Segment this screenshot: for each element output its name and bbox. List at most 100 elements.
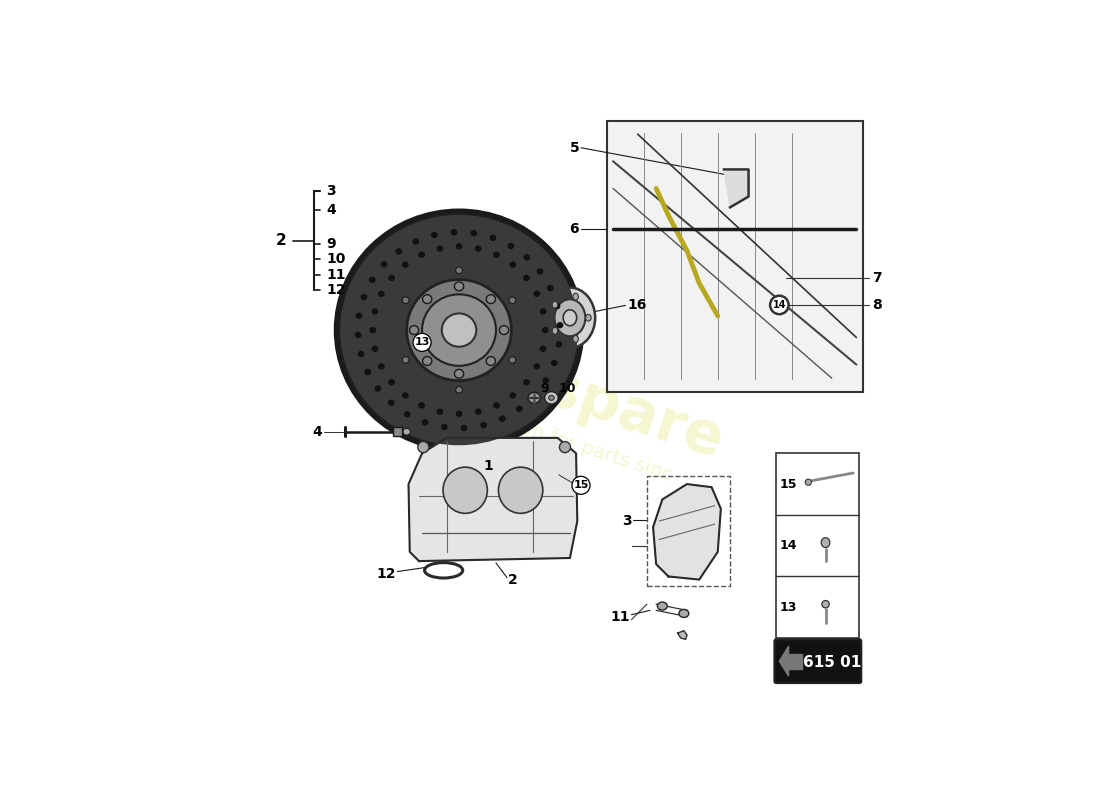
Ellipse shape [378,290,385,297]
Ellipse shape [524,379,530,386]
Ellipse shape [375,386,382,392]
Ellipse shape [422,294,432,303]
Ellipse shape [499,326,508,334]
Polygon shape [408,438,578,561]
Polygon shape [789,654,802,669]
Ellipse shape [534,290,540,297]
Ellipse shape [402,392,408,398]
Ellipse shape [822,538,829,547]
Ellipse shape [418,251,425,258]
Ellipse shape [552,327,558,334]
Ellipse shape [421,419,429,426]
Text: 3: 3 [327,185,337,198]
Bar [607,121,862,392]
Ellipse shape [475,246,482,252]
Ellipse shape [530,393,537,399]
Ellipse shape [451,229,458,235]
Ellipse shape [524,254,530,261]
Ellipse shape [475,409,482,415]
Ellipse shape [573,335,579,342]
Ellipse shape [540,346,547,352]
Ellipse shape [437,246,443,252]
Text: eurospare: eurospare [396,313,732,470]
Ellipse shape [509,297,516,303]
Ellipse shape [409,326,419,334]
Ellipse shape [378,363,385,370]
Text: 615 01: 615 01 [803,655,861,670]
Ellipse shape [412,238,419,245]
Ellipse shape [418,442,429,453]
Ellipse shape [388,379,395,386]
Ellipse shape [403,357,409,363]
Ellipse shape [455,410,462,417]
Ellipse shape [388,274,395,281]
Ellipse shape [805,479,812,486]
Text: 10: 10 [559,382,576,395]
Ellipse shape [524,274,530,281]
Bar [393,427,403,436]
Ellipse shape [404,411,410,418]
Text: 6: 6 [570,222,579,236]
Text: 3: 3 [621,514,631,528]
Ellipse shape [507,242,515,249]
Ellipse shape [358,350,364,357]
Ellipse shape [542,327,549,334]
Ellipse shape [516,406,522,412]
Ellipse shape [585,314,591,321]
Ellipse shape [407,279,512,381]
Text: 9: 9 [327,237,337,251]
Ellipse shape [381,261,387,267]
Ellipse shape [403,428,410,435]
Ellipse shape [573,294,579,300]
Ellipse shape [549,395,554,400]
Text: 11: 11 [610,610,630,623]
Ellipse shape [372,346,378,352]
Ellipse shape [822,601,829,608]
Text: 8: 8 [871,298,881,312]
Text: 11: 11 [327,268,346,282]
Polygon shape [779,646,789,676]
Ellipse shape [490,234,496,241]
Ellipse shape [454,370,464,378]
Ellipse shape [544,287,595,348]
Text: a passion for parts sinc: a passion for parts sinc [453,397,674,485]
Bar [777,454,859,638]
Ellipse shape [455,243,462,250]
Ellipse shape [563,310,576,326]
Ellipse shape [493,402,499,409]
Ellipse shape [557,322,563,328]
Text: 14: 14 [772,300,786,310]
Text: 4: 4 [327,203,337,217]
Ellipse shape [534,363,540,370]
Ellipse shape [528,392,540,403]
Ellipse shape [368,277,376,283]
Ellipse shape [493,251,499,258]
Ellipse shape [340,215,578,446]
Polygon shape [678,630,686,639]
Ellipse shape [551,360,558,366]
Ellipse shape [658,602,668,610]
FancyBboxPatch shape [774,639,861,683]
Ellipse shape [540,308,547,314]
Ellipse shape [443,467,487,514]
Ellipse shape [402,262,408,268]
Text: 2: 2 [508,573,518,586]
Polygon shape [724,170,748,207]
Ellipse shape [542,377,549,383]
Ellipse shape [471,230,477,236]
Ellipse shape [481,422,487,428]
Ellipse shape [355,313,363,319]
Text: 15: 15 [780,478,798,490]
Ellipse shape [422,294,496,366]
Ellipse shape [486,357,495,366]
Text: 16: 16 [627,298,647,313]
Ellipse shape [454,282,464,290]
Ellipse shape [498,467,542,514]
Ellipse shape [547,285,553,291]
Ellipse shape [770,296,789,314]
Text: 2: 2 [276,234,287,248]
Bar [647,476,730,586]
Text: 10: 10 [327,252,346,266]
Ellipse shape [418,402,425,409]
Ellipse shape [553,303,560,310]
